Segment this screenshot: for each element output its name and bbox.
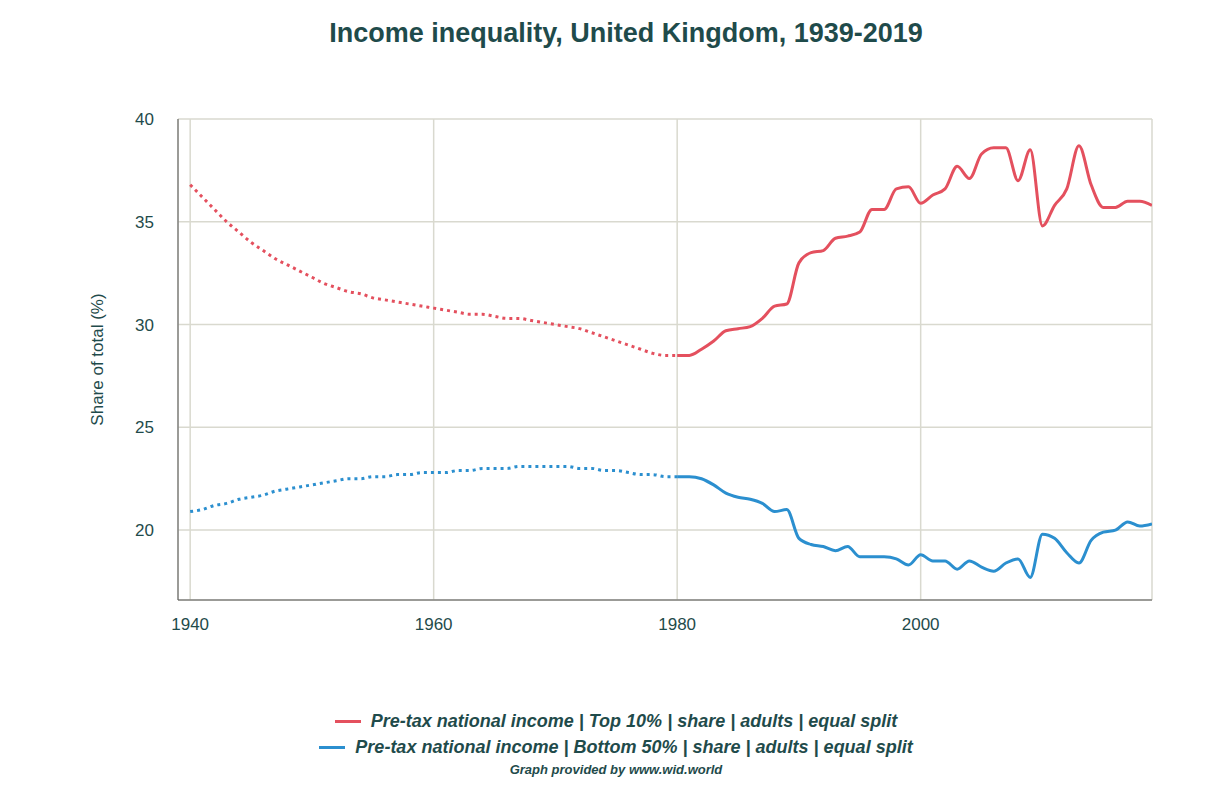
html-text:Pre-tax national income | Bott: Pre-tax national income | Bottom 50% | s… — [355, 736, 913, 757]
svg-text:1980: 1980 — [658, 615, 696, 634]
svg-text:2000: 2000 — [902, 615, 940, 634]
svg-text:40: 40 — [135, 110, 154, 129]
html-text:Pre-tax national income | Top: Pre-tax national income | Top 10% | shar… — [370, 710, 898, 731]
svg-text:25: 25 — [135, 418, 154, 437]
svg-text:30: 30 — [135, 316, 154, 335]
svg-text:20: 20 — [135, 521, 154, 540]
svg-text:1960: 1960 — [415, 615, 453, 634]
html-text:Income inequality, United King: Income inequality, United Kingdom, 1939-… — [329, 18, 923, 48]
html-text:Graph provided by www.wid.worl: Graph provided by www.wid.world — [509, 762, 723, 777]
svg-text:1940: 1940 — [171, 615, 209, 634]
svg-text:35: 35 — [135, 213, 154, 232]
svg-text:Share of total (%): Share of total (%) — [88, 293, 107, 425]
